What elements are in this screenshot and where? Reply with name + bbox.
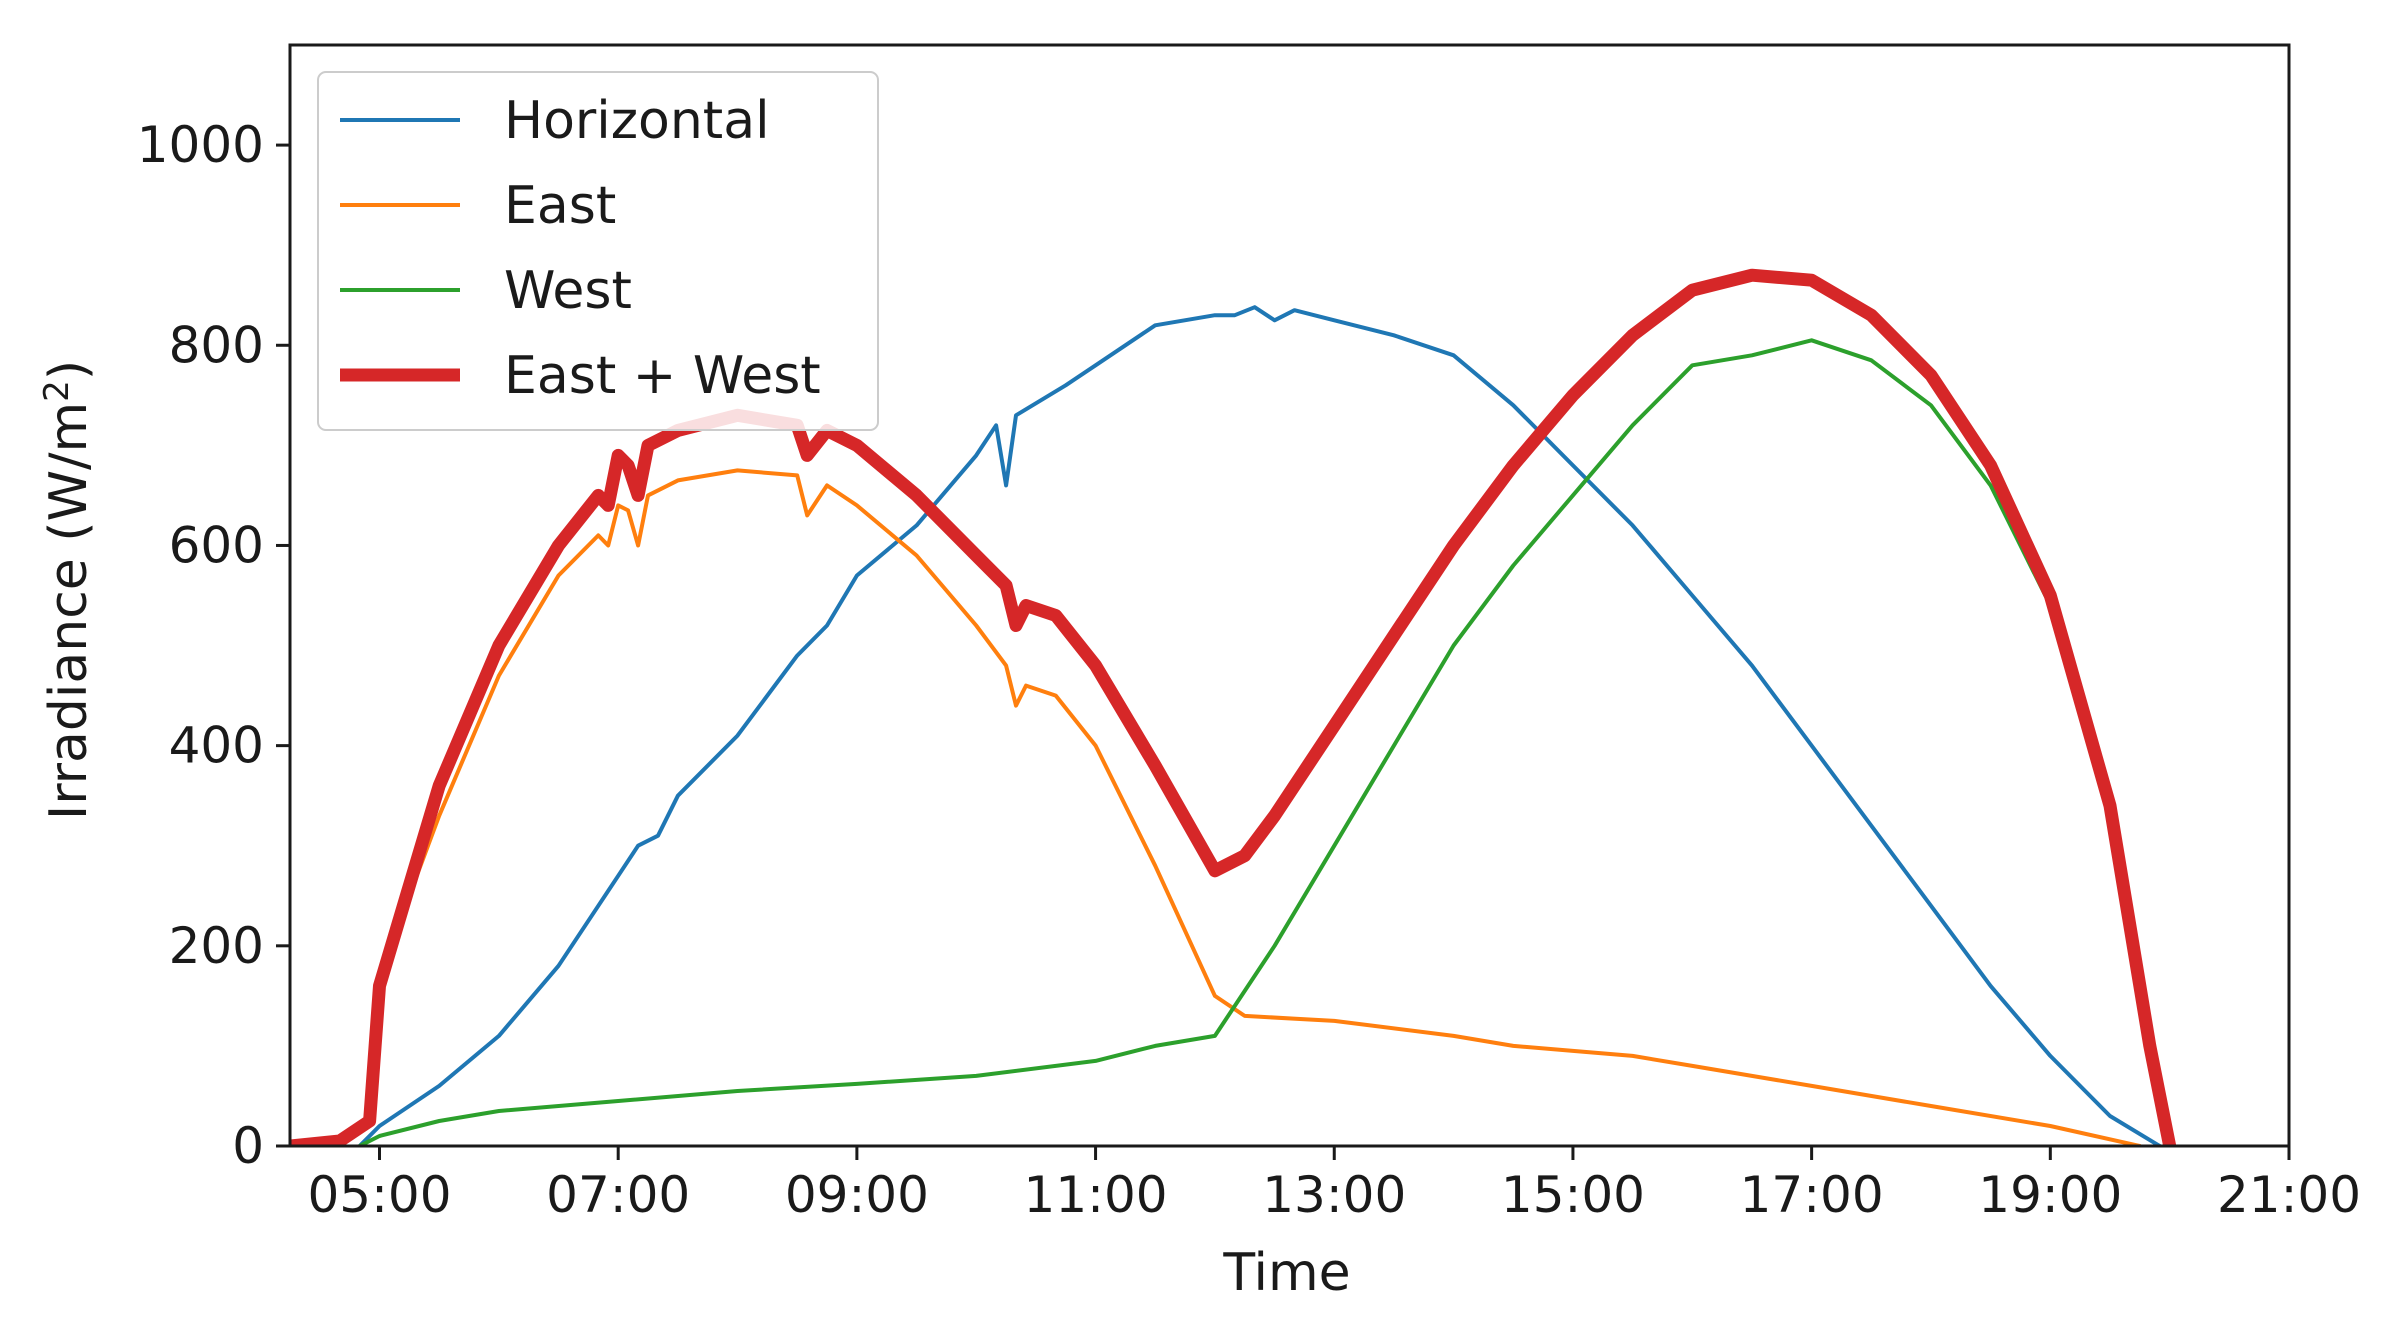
y-tick-label: 800 <box>169 316 264 374</box>
legend-label-west: West <box>504 261 632 321</box>
y-axis-title: Irradiance (W/m2) <box>37 360 99 820</box>
x-tick-label: 05:00 <box>307 1166 451 1224</box>
y-tick-label: 1000 <box>137 116 264 174</box>
y-axis-title-close: ) <box>39 360 99 380</box>
legend-label-horizontal: Horizontal <box>504 91 770 151</box>
series-line-horizontal <box>357 305 2162 1146</box>
y-tick-label: 600 <box>169 516 264 574</box>
x-tick-label: 17:00 <box>1740 1166 1884 1224</box>
x-tick-label: 09:00 <box>785 1166 929 1224</box>
y-tick-label: 200 <box>169 917 264 975</box>
series-layer <box>290 268 2177 1146</box>
x-axis-title: Time <box>1222 1243 1350 1303</box>
legend-label-east-west: East + West <box>504 346 821 406</box>
series-line-west <box>357 338 2172 1146</box>
y-axis-title-main: Irradiance (W/m <box>39 402 99 820</box>
legend-label-east: East <box>504 176 616 236</box>
x-tick-label: 07:00 <box>546 1166 690 1224</box>
x-tick-label: 15:00 <box>1501 1166 1645 1224</box>
y-tick-label: 400 <box>169 717 264 775</box>
x-tick-label: 21:00 <box>2217 1166 2361 1224</box>
legend: Horizontal East West East + West <box>317 71 879 431</box>
ticks-layer: 05:00 07:00 09:00 11:00 13:00 15:00 17:00 19:00… <box>137 116 2361 1224</box>
legend-box <box>317 71 879 431</box>
x-tick-label: 19:00 <box>1978 1166 2122 1224</box>
series-line-east-west <box>290 268 2177 1146</box>
x-tick-label: 11:00 <box>1024 1166 1168 1224</box>
y-tick-label: 0 <box>232 1117 264 1175</box>
y-axis-title-superscript: 2 <box>37 380 77 402</box>
axes-layer <box>288 43 2291 1148</box>
plot-frame <box>288 43 2291 1148</box>
x-tick-label: 13:00 <box>1262 1166 1406 1224</box>
series-line-east <box>290 468 2142 1146</box>
